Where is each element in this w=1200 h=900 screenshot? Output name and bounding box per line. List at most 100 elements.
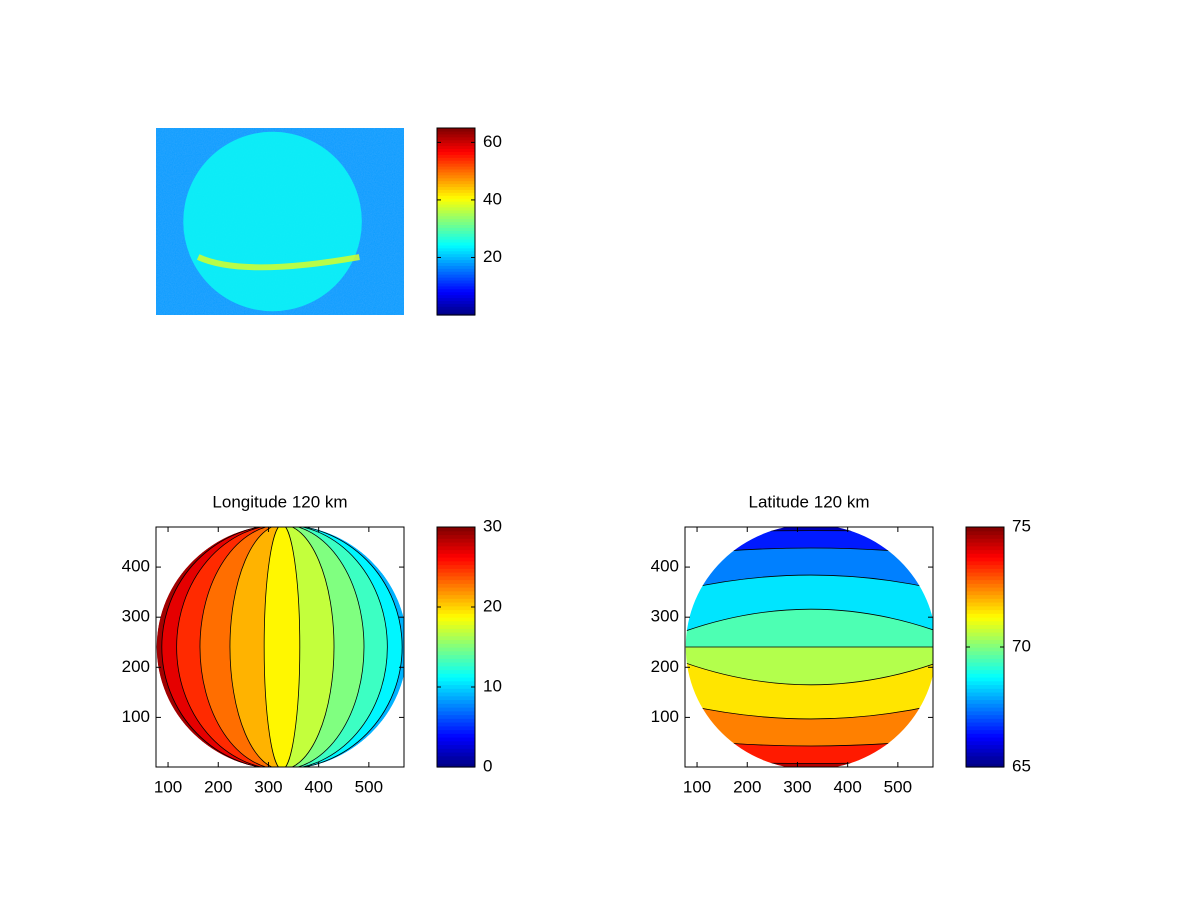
y-tick-label: 200: [651, 657, 679, 676]
colorbar-swatch: [437, 183, 475, 188]
colorbar-swatch: [437, 647, 475, 652]
colorbar-swatch: [437, 549, 475, 554]
colorbar-swatch: [437, 759, 475, 764]
colorbar-swatch: [437, 737, 475, 742]
colorbar-swatch: [437, 148, 475, 152]
contour-line: [685, 608, 933, 634]
colorbar-swatch: [966, 624, 1004, 629]
colorbar-swatch: [437, 177, 475, 182]
colorbar-swatch: [437, 677, 475, 682]
colorbar-swatch: [966, 763, 1004, 768]
colorbar-swatch: [437, 605, 475, 611]
colorbar: 65 70 75: [965, 516, 1031, 775]
colorbar-swatch: [437, 247, 475, 252]
colorbar-swatch: [437, 154, 475, 158]
colorbar-swatch: [437, 282, 475, 287]
colorbar-swatch: [966, 553, 1004, 558]
contour-line: [281, 527, 388, 767]
colorbar-swatch: [437, 133, 475, 138]
colorbar-swatch: [437, 224, 475, 228]
colorbar-swatch: [437, 244, 475, 249]
colorbar-swatch: [437, 684, 475, 689]
colorbar-swatch: [437, 665, 475, 671]
colorbar-swatch: [437, 725, 475, 731]
contour-line: [176, 527, 282, 767]
colorbar-swatch: [437, 620, 475, 626]
colorbar-swatch: [966, 665, 1004, 671]
chart-title: Longitude 120 km: [212, 492, 347, 511]
colorbar-swatch: [437, 171, 475, 176]
colorbar-swatch: [966, 684, 1004, 689]
colorbar-swatch: [966, 594, 1004, 599]
colorbar-swatch: [437, 598, 475, 603]
colorbar-swatch: [437, 639, 475, 644]
colorbar-swatch: [966, 722, 1004, 727]
colorbar-swatch: [437, 542, 475, 547]
colorbar-swatch: [437, 669, 475, 674]
colorbar-swatch: [966, 568, 1004, 573]
colorbar-swatch: [966, 545, 1004, 551]
colorbar-swatch: [437, 545, 475, 551]
colorbar-swatch: [966, 710, 1004, 716]
colorbar-swatch: [437, 609, 475, 614]
colorbar-swatch: [437, 594, 475, 599]
colorbar-swatch: [966, 572, 1004, 577]
colorbar-swatch: [437, 233, 475, 237]
colorbar-swatch: [966, 639, 1004, 644]
colorbar-swatch: [437, 236, 475, 240]
colorbar-swatch: [966, 725, 1004, 731]
colorbar-swatch: [966, 759, 1004, 764]
contour-line: [685, 574, 933, 591]
chart-title: Latitude 120 km: [749, 492, 870, 511]
axes-frame: [684, 526, 934, 768]
colorbar-swatch: [437, 274, 475, 278]
colorbar-swatch: [437, 733, 475, 738]
colorbar-swatch: [437, 309, 475, 313]
colorbar-swatch: [966, 643, 1004, 648]
colorbar-swatch: [966, 647, 1004, 652]
colorbar-swatch: [437, 279, 475, 284]
colorbar-swatch: [437, 230, 475, 234]
colorbar-swatch: [437, 139, 475, 144]
colorbar-swatch: [966, 692, 1004, 697]
image: [156, 128, 404, 315]
colorbar-tick-label: 70: [1012, 636, 1031, 655]
colorbar-swatch: [437, 688, 475, 693]
colorbar-swatch: [966, 534, 1004, 539]
colorbar-swatch: [966, 575, 1004, 581]
colorbar-swatch: [966, 744, 1004, 749]
contour-line: [281, 527, 365, 767]
colorbar-swatch: [966, 755, 1004, 761]
colorbar-swatch: [437, 165, 475, 170]
colorbar-swatch: [966, 658, 1004, 663]
colorbar-swatch: [437, 201, 475, 205]
colorbar-frame: [436, 526, 476, 768]
colorbar-swatch: [966, 598, 1004, 603]
colorbar-swatch: [437, 303, 475, 307]
colorbar-swatch: [437, 285, 475, 290]
colorbar-swatch: [437, 256, 475, 261]
image-streak: [196, 254, 360, 271]
colorbar-swatch: [966, 695, 1004, 701]
colorbar-swatch: [437, 186, 475, 190]
colorbar-swatch: [966, 752, 1004, 757]
colorbar-swatch: [437, 673, 475, 678]
colorbar-swatch: [437, 312, 475, 316]
colorbar-swatch: [437, 635, 475, 641]
colorbar-swatch: [437, 553, 475, 558]
colorbar-frame: [436, 127, 476, 316]
colorbar-swatch: [437, 699, 475, 704]
x-tick-label: 400: [833, 777, 861, 796]
colorbar-swatch: [437, 203, 475, 208]
colorbar-swatch: [437, 680, 475, 686]
colorbar-swatch: [966, 527, 1004, 532]
colorbar-swatch: [437, 752, 475, 757]
colorbar-swatch: [437, 218, 475, 223]
colorbar-swatch: [437, 215, 475, 220]
y-tick-label: 300: [122, 607, 150, 626]
colorbar-swatch: [437, 128, 475, 132]
colorbar-swatch: [437, 265, 475, 269]
colorbar-swatch: [437, 180, 475, 185]
colorbar-swatch: [437, 579, 475, 584]
